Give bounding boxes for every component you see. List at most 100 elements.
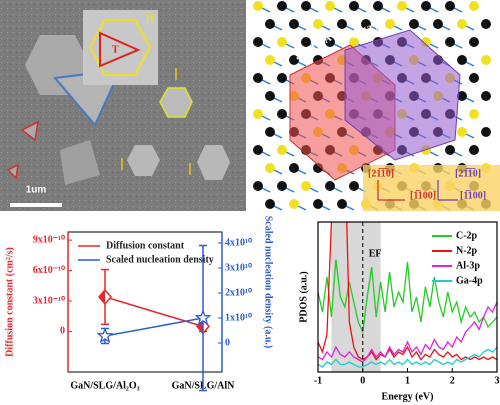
inset-hexagon bbox=[88, 19, 152, 76]
atom bbox=[337, 199, 347, 209]
atom bbox=[301, 37, 311, 47]
legend-label: Scaled nucleation density bbox=[106, 254, 214, 265]
atom bbox=[325, 37, 335, 47]
marker bbox=[96, 327, 114, 344]
atom bbox=[289, 55, 299, 65]
fermi-label: EF bbox=[369, 248, 382, 259]
marker-half bbox=[197, 319, 203, 334]
atom bbox=[325, 181, 335, 191]
y2-tick-label: 0 bbox=[225, 337, 230, 348]
y-axis-label: PDOS (a.u.) bbox=[298, 271, 309, 322]
atom bbox=[337, 19, 347, 29]
atom bbox=[265, 199, 275, 209]
y2-tick-label: 1x10¹⁰ bbox=[225, 312, 252, 323]
atom bbox=[433, 19, 443, 29]
atom bbox=[253, 73, 263, 83]
crystal bbox=[6, 163, 19, 180]
shade bbox=[331, 222, 381, 372]
x-tick-label: 2 bbox=[450, 375, 455, 386]
plot-frame bbox=[67, 231, 223, 373]
pdos-line bbox=[318, 222, 497, 361]
atom bbox=[289, 199, 299, 209]
pdos-line bbox=[318, 259, 497, 335]
atom bbox=[349, 1, 359, 11]
scale-label: 1um bbox=[26, 185, 47, 196]
x-tick-label: 0 bbox=[360, 375, 365, 386]
atom bbox=[481, 91, 491, 101]
legend-label: N-2p bbox=[456, 245, 478, 256]
inset-label: H bbox=[146, 13, 154, 24]
marker-half bbox=[99, 289, 105, 304]
atom bbox=[481, 19, 491, 29]
atom bbox=[421, 1, 431, 11]
direction-label: [1̅100] bbox=[460, 190, 486, 201]
crystal bbox=[20, 120, 39, 142]
y2-tick-label: 3x10¹⁰ bbox=[225, 262, 252, 273]
atom bbox=[469, 109, 479, 119]
direction-label: [21̅1̅0] bbox=[455, 168, 481, 179]
atom bbox=[277, 37, 287, 47]
atom bbox=[373, 1, 383, 11]
atom bbox=[253, 109, 263, 119]
scale-bar bbox=[10, 203, 62, 207]
crystal bbox=[60, 140, 100, 185]
atom bbox=[445, 145, 455, 155]
crystal bbox=[159, 87, 193, 118]
atom bbox=[301, 181, 311, 191]
pdos-line bbox=[318, 346, 497, 368]
atom bbox=[277, 109, 287, 119]
y2-tick-label: 2x10¹⁰ bbox=[225, 287, 252, 298]
x-axis-label: Energy (eV) bbox=[382, 391, 434, 402]
atom bbox=[265, 55, 275, 65]
atom bbox=[457, 19, 467, 29]
atom bbox=[397, 1, 407, 11]
atom bbox=[361, 19, 371, 29]
atom bbox=[385, 19, 395, 29]
y-tick-label: 3x10⁻¹⁰ bbox=[33, 295, 65, 306]
charts: 0 3x10⁻¹⁰ 6x10⁻¹⁰ 9x10⁻¹⁰ 0 1x10¹⁰ 2x10¹⁰ 3x10¹… bbox=[4, 216, 499, 403]
atom bbox=[277, 145, 287, 155]
atom bbox=[457, 55, 467, 65]
inset-triangle bbox=[99, 31, 141, 68]
series-line bbox=[104, 296, 204, 328]
legend-label: C-2p bbox=[456, 230, 478, 241]
atom bbox=[445, 37, 455, 47]
y-tick-label: 0 bbox=[60, 326, 65, 337]
atom bbox=[469, 1, 479, 11]
atom bbox=[265, 19, 275, 29]
atom bbox=[313, 199, 323, 209]
atom bbox=[253, 37, 263, 47]
atom bbox=[409, 19, 419, 29]
atom bbox=[289, 19, 299, 29]
atom bbox=[457, 127, 467, 137]
atom bbox=[265, 127, 275, 137]
y-tick-label: 6x10⁻¹⁰ bbox=[33, 265, 65, 276]
cell bbox=[344, 29, 461, 161]
sem-panel: H T 1um bbox=[0, 0, 246, 211]
y-axis-label: Diffusion constant (cm²/s) bbox=[4, 247, 15, 357]
atom bbox=[469, 73, 479, 83]
atom bbox=[469, 145, 479, 155]
x-tick-label: 1 bbox=[405, 375, 410, 386]
atom bbox=[301, 1, 311, 11]
atom bbox=[457, 91, 467, 101]
atom bbox=[349, 37, 359, 47]
atom bbox=[349, 181, 359, 191]
marker bbox=[194, 309, 212, 326]
legend-label: Diffusion constant bbox=[106, 240, 185, 251]
direction-label: [1̅100] bbox=[410, 190, 436, 201]
atom bbox=[289, 163, 299, 173]
crystal bbox=[197, 145, 230, 180]
atom bbox=[253, 1, 263, 11]
series-line bbox=[104, 317, 204, 337]
inset bbox=[83, 10, 158, 85]
pdos-line bbox=[318, 301, 497, 363]
x-tick-label: GaN/SLG/Al₂O₃ bbox=[70, 380, 139, 391]
plot-lines bbox=[318, 222, 497, 368]
y2-axis-label: Scaled nucleation density (a.u.) bbox=[263, 216, 274, 349]
atom bbox=[277, 1, 287, 11]
atom bbox=[253, 181, 263, 191]
atom bbox=[253, 145, 263, 155]
